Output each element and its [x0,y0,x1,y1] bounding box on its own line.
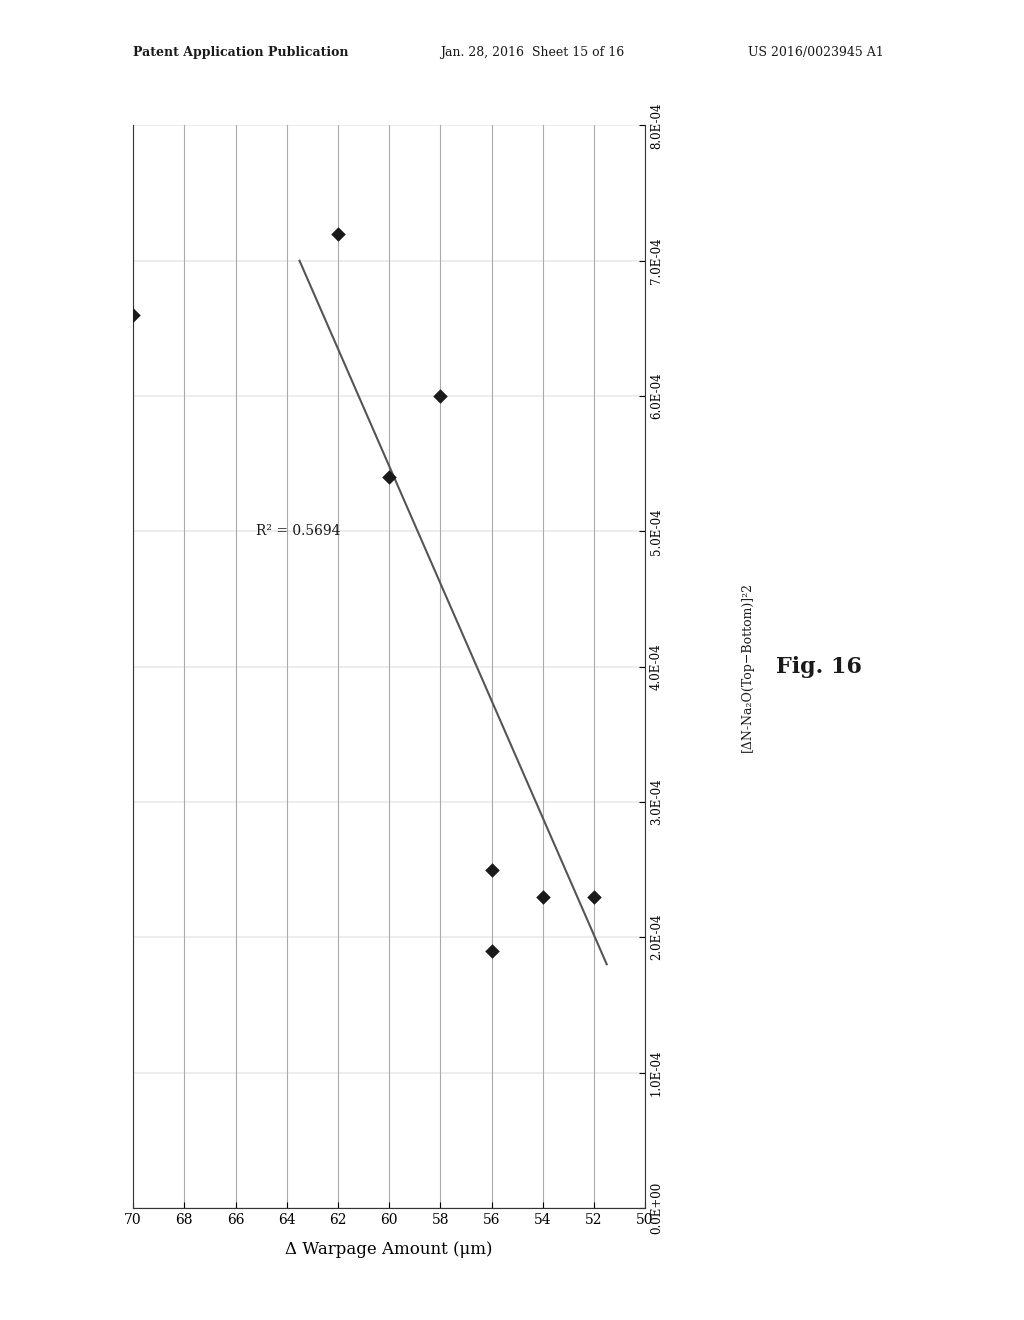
Point [586,886,602,907]
Point [330,223,346,244]
Text: Patent Application Publication: Patent Application Publication [133,46,348,59]
Point [535,886,551,907]
Text: US 2016/0023945 A1: US 2016/0023945 A1 [748,46,884,59]
Point [125,305,141,326]
Point [483,940,500,961]
Text: R² = 0.5694: R² = 0.5694 [256,524,341,539]
Point [432,385,449,407]
Text: Jan. 28, 2016  Sheet 15 of 16: Jan. 28, 2016 Sheet 15 of 16 [440,46,625,59]
X-axis label: Δ Warpage Amount (μm): Δ Warpage Amount (μm) [286,1241,493,1258]
Point [483,859,500,880]
Point [381,467,397,488]
Text: [ΔN-Na₂O(Top−Bottom)]²2: [ΔN-Na₂O(Top−Bottom)]²2 [741,582,754,751]
Text: Fig. 16: Fig. 16 [776,656,862,677]
